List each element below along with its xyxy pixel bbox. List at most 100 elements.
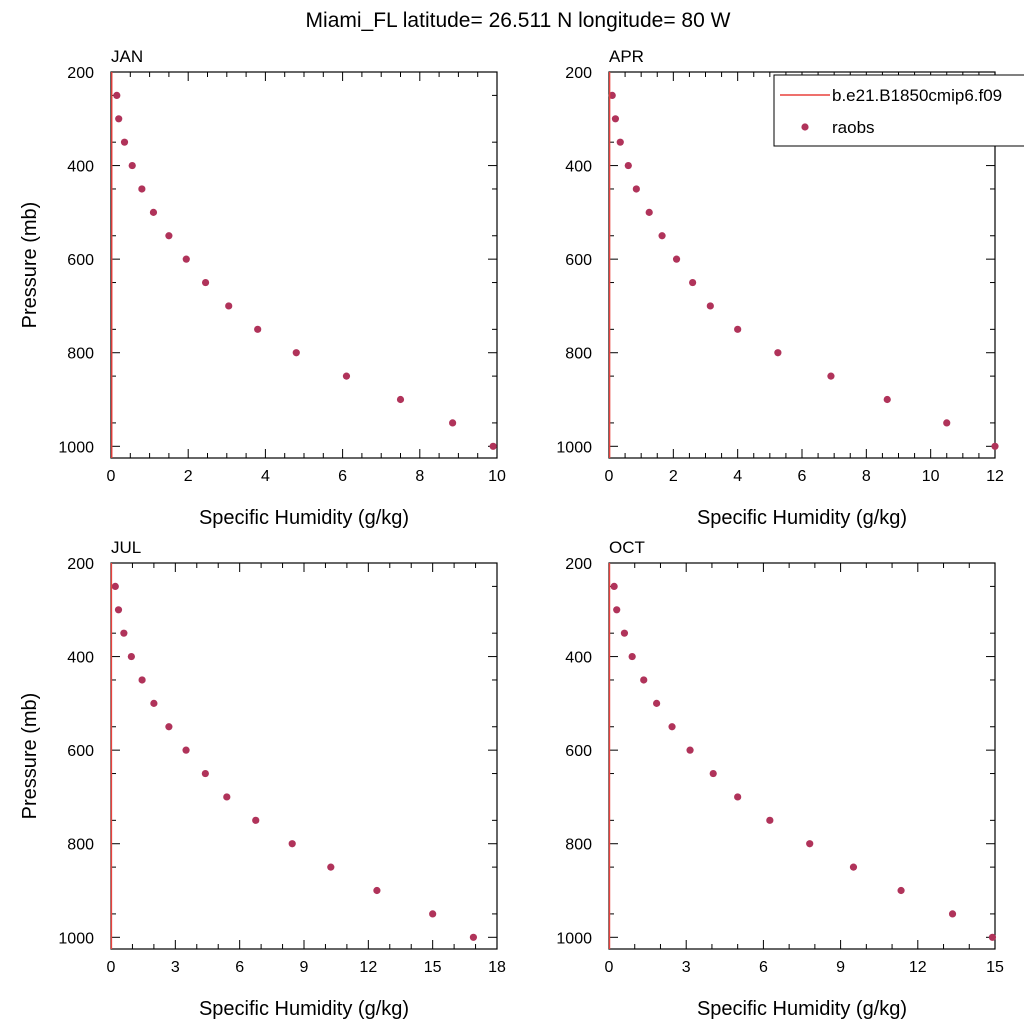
figure-title: Miami_FL latitude= 26.511 N longitude= 8…: [306, 9, 731, 32]
x-tick-label: 8: [862, 468, 871, 485]
raobs-point: [223, 793, 231, 801]
raobs-point: [165, 723, 173, 731]
y-tick-label: 200: [67, 65, 94, 82]
raobs-point: [658, 232, 666, 240]
x-axis-label: Specific Humidity (g/kg): [199, 507, 409, 529]
raobs-point: [608, 91, 616, 99]
raobs-point: [806, 840, 814, 848]
x-tick-label: 6: [798, 468, 807, 485]
y-tick-label: 800: [67, 346, 94, 363]
panel-label: APR: [609, 47, 644, 66]
raobs-point: [252, 816, 260, 824]
y-tick-label: 400: [565, 159, 592, 176]
x-tick-label: 4: [261, 468, 270, 485]
raobs-point: [225, 302, 233, 310]
raobs-point: [149, 208, 158, 216]
x-tick-label: 3: [171, 959, 180, 976]
legend: b.e21.B1850cmip6.f09 raobs: [773, 74, 1024, 147]
y-tick-label: 800: [565, 837, 592, 854]
x-tick-label: 6: [338, 468, 347, 485]
y-tick-label: 400: [67, 650, 94, 667]
x-tick-label: 18: [488, 959, 506, 976]
raobs-point: [640, 676, 648, 684]
raobs-point: [689, 278, 697, 287]
x-tick-label: 0: [107, 468, 116, 485]
raobs-point: [182, 255, 190, 263]
raobs-point: [288, 840, 296, 848]
x-tick-label: 9: [300, 959, 309, 976]
raobs-point: [734, 325, 742, 333]
raobs-point: [449, 419, 457, 427]
raobs-point: [991, 442, 999, 450]
x-tick-label: 6: [235, 959, 244, 976]
x-tick-label: 0: [107, 959, 116, 976]
panel-jul: JUL 0 3 6 9 12 15 18 200 400 600 800 1000 Specific Hu…: [19, 538, 506, 1020]
raobs-point: [706, 302, 714, 310]
x-axis-label: Specific Humidity (g/kg): [697, 507, 907, 529]
raobs-point: [610, 582, 618, 590]
raobs-point: [616, 138, 624, 146]
x-tick-label: 8: [415, 468, 424, 485]
raobs-point: [624, 161, 632, 170]
y-tick-label: 1000: [556, 930, 592, 947]
raobs-point: [120, 629, 128, 637]
y-tick-label: 1000: [556, 439, 592, 456]
y-tick-label: 600: [67, 252, 94, 269]
raobs-point: [138, 185, 146, 193]
y-tick-label: 800: [565, 346, 592, 363]
plot-frame: [608, 562, 996, 950]
legend-entry-label: raobs: [832, 118, 875, 137]
plot-frame: [110, 562, 498, 950]
y-tick-label: 200: [67, 556, 94, 573]
x-tick-label: 15: [424, 959, 442, 976]
raobs-point: [774, 349, 782, 357]
raobs-point: [165, 232, 173, 240]
raobs-point: [611, 115, 620, 123]
y-tick-label: 600: [565, 252, 592, 269]
raobs-point: [686, 746, 694, 754]
raobs-point: [948, 910, 957, 918]
panel-oct: OCT 0 3 6 9 12 15 200 400 600 800 1000 Specific Humi…: [556, 538, 1004, 1020]
raobs-point: [327, 863, 335, 871]
y-tick-label: 400: [67, 159, 94, 176]
raobs-point: [672, 255, 681, 263]
x-tick-label: 12: [986, 468, 1004, 485]
y-tick-label: 1000: [58, 439, 94, 456]
raobs-point: [396, 395, 405, 404]
x-tick-label: 2: [669, 468, 678, 485]
y-tick-label: 600: [565, 743, 592, 760]
raobs-point: [201, 769, 209, 778]
raobs-point: [201, 278, 210, 287]
panel-apr: APR 0 2 4 6 8 10 12 200 400 600 800 1000 Specific Hum…: [556, 47, 1004, 529]
plot-frame: [110, 71, 498, 459]
raobs-point: [734, 793, 742, 801]
raobs-point: [668, 723, 676, 731]
x-tick-label: 10: [488, 468, 506, 485]
raobs-point: [128, 161, 136, 170]
raobs-point: [883, 395, 891, 404]
y-axis-label: Pressure (mb): [19, 693, 41, 820]
legend-marker-swatch: [801, 123, 809, 131]
raobs-point: [120, 138, 129, 146]
y-tick-label: 800: [67, 837, 94, 854]
raobs-point: [628, 652, 636, 661]
raobs-point: [292, 349, 300, 357]
raobs-point: [653, 699, 661, 707]
raobs-point: [429, 910, 437, 918]
raobs-point: [943, 419, 951, 427]
raobs-point: [766, 816, 774, 824]
raobs-point: [254, 325, 262, 333]
raobs-point: [620, 629, 629, 637]
y-tick-label: 200: [565, 65, 592, 82]
x-tick-label: 12: [359, 959, 377, 976]
y-tick-label: 600: [67, 743, 94, 760]
raobs-point: [111, 582, 119, 590]
raobs-point: [469, 933, 478, 941]
panel-label: OCT: [609, 538, 645, 557]
x-tick-label: 0: [605, 959, 614, 976]
x-tick-label: 9: [836, 959, 845, 976]
x-tick-label: 12: [909, 959, 927, 976]
y-tick-label: 400: [565, 650, 592, 667]
